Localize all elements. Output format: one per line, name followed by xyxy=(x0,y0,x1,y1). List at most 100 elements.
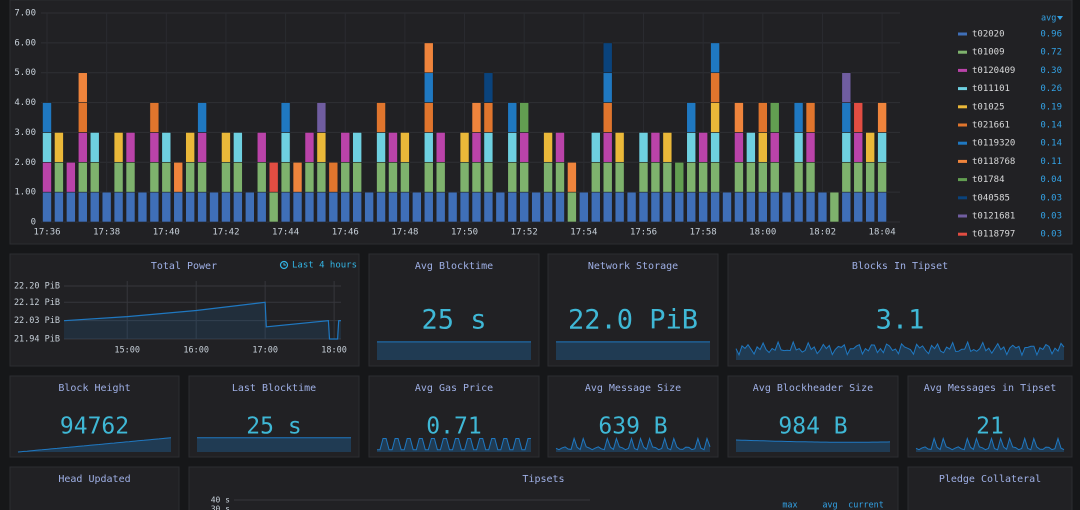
bar-segment xyxy=(435,161,446,193)
bar-segment xyxy=(161,191,172,223)
bar-segment xyxy=(316,191,327,223)
bar-segment xyxy=(865,132,875,163)
x-tick-label: 18:00 xyxy=(321,346,347,356)
bar-segment xyxy=(400,191,410,223)
bar-segment xyxy=(853,161,864,193)
bar-segment xyxy=(376,132,386,163)
bar-segment xyxy=(555,161,565,193)
legend-label: t0119320 xyxy=(972,139,1015,149)
bar-segment xyxy=(280,191,291,223)
bar-segment xyxy=(793,161,804,193)
panel-title: Network Storage xyxy=(588,261,678,272)
bar-segment xyxy=(519,102,530,133)
legend-swatch xyxy=(958,178,967,182)
bar-segment xyxy=(161,132,172,163)
bar-segment xyxy=(781,191,792,223)
bar-segment xyxy=(388,191,398,223)
bar-segment xyxy=(113,191,124,223)
panel xyxy=(9,466,180,510)
legend-label: t01025 xyxy=(972,102,1005,112)
bar-segment xyxy=(209,191,219,223)
bar-segment xyxy=(352,191,362,223)
bar-segment xyxy=(710,102,720,133)
x-tick-label: 17:56 xyxy=(630,228,657,238)
bar-segment xyxy=(507,191,518,223)
x-tick-label: 17:52 xyxy=(511,228,538,238)
bar-segment xyxy=(865,191,875,223)
x-tick-label: 17:54 xyxy=(570,228,597,238)
bar-segment xyxy=(483,191,494,223)
bar-segment xyxy=(471,191,482,223)
bar-segment xyxy=(590,161,601,193)
bar-segment xyxy=(483,132,494,163)
bar-segment xyxy=(590,132,601,163)
bar-segment xyxy=(256,161,267,193)
bar-segment xyxy=(746,132,756,163)
bar-segment xyxy=(149,132,160,163)
bar-segment xyxy=(853,132,864,163)
bar-segment xyxy=(698,132,708,163)
sparkline xyxy=(915,436,1065,451)
legend-avg: 0.30 xyxy=(1040,66,1062,76)
bar-segment xyxy=(734,191,744,223)
x-tick-label: 17:46 xyxy=(332,228,359,238)
legend-avg: 0.14 xyxy=(1040,121,1062,131)
bar-segment xyxy=(280,132,291,163)
bar-segment xyxy=(662,191,673,223)
bar-segment xyxy=(340,191,351,223)
bar-segment xyxy=(328,191,339,223)
bar-segment xyxy=(292,161,303,193)
x-tick-label: 18:04 xyxy=(869,228,896,238)
bar-segment xyxy=(519,191,530,223)
bar-segment xyxy=(412,191,422,223)
bar-segment xyxy=(316,102,327,133)
bar-segment xyxy=(626,191,637,223)
y-tick-label: 5.00 xyxy=(14,68,36,78)
sparkline-area xyxy=(736,342,1064,360)
bar-segment xyxy=(316,161,327,193)
bar-segment xyxy=(388,161,398,193)
bar-segment xyxy=(54,132,64,163)
sparkline xyxy=(377,438,531,451)
bar-segment xyxy=(602,191,613,223)
bar-segment xyxy=(590,191,601,223)
legend-avg: 0.03 xyxy=(1040,212,1062,222)
legend-swatch xyxy=(958,68,967,72)
bar-segment xyxy=(42,132,52,163)
legend-label: t0120409 xyxy=(972,66,1015,76)
bar-segment xyxy=(662,161,673,193)
bar-segment xyxy=(340,161,351,193)
bar-segment xyxy=(853,191,864,223)
bar-segment xyxy=(89,191,100,223)
panel-title: Total Power xyxy=(151,261,217,272)
bar-segment xyxy=(197,132,207,163)
bar-segment xyxy=(638,191,649,223)
x-tick-label: 17:00 xyxy=(252,346,278,356)
bar-segment xyxy=(841,72,852,103)
legend-header: current xyxy=(848,501,884,510)
bar-segment xyxy=(66,191,76,223)
x-tick-label: 17:58 xyxy=(690,228,717,238)
bar-segment xyxy=(376,191,386,223)
y-tick-label: 4.00 xyxy=(14,98,36,108)
bar-segment xyxy=(555,191,565,223)
stat-value: 0.71 xyxy=(426,414,481,440)
legend-swatch xyxy=(958,105,967,109)
bar-segment xyxy=(42,191,52,223)
bar-segment xyxy=(698,191,708,223)
bar-segment xyxy=(793,191,804,223)
bar-segment xyxy=(602,42,613,74)
bar-segment xyxy=(877,102,887,133)
stat-value: 21 xyxy=(976,414,1004,440)
bar-segment xyxy=(769,161,780,193)
bar-segment xyxy=(256,132,267,163)
y-tick-label: 22.20 PiB xyxy=(14,282,60,292)
bar-segment xyxy=(185,132,195,163)
bar-segment xyxy=(853,102,864,133)
bar-segment xyxy=(662,132,673,163)
y-tick-label: 1.00 xyxy=(14,188,36,198)
legend-swatch xyxy=(958,87,967,91)
bar-segment xyxy=(877,191,887,223)
bar-segment xyxy=(376,161,386,193)
legend-label: t0121681 xyxy=(972,212,1015,222)
